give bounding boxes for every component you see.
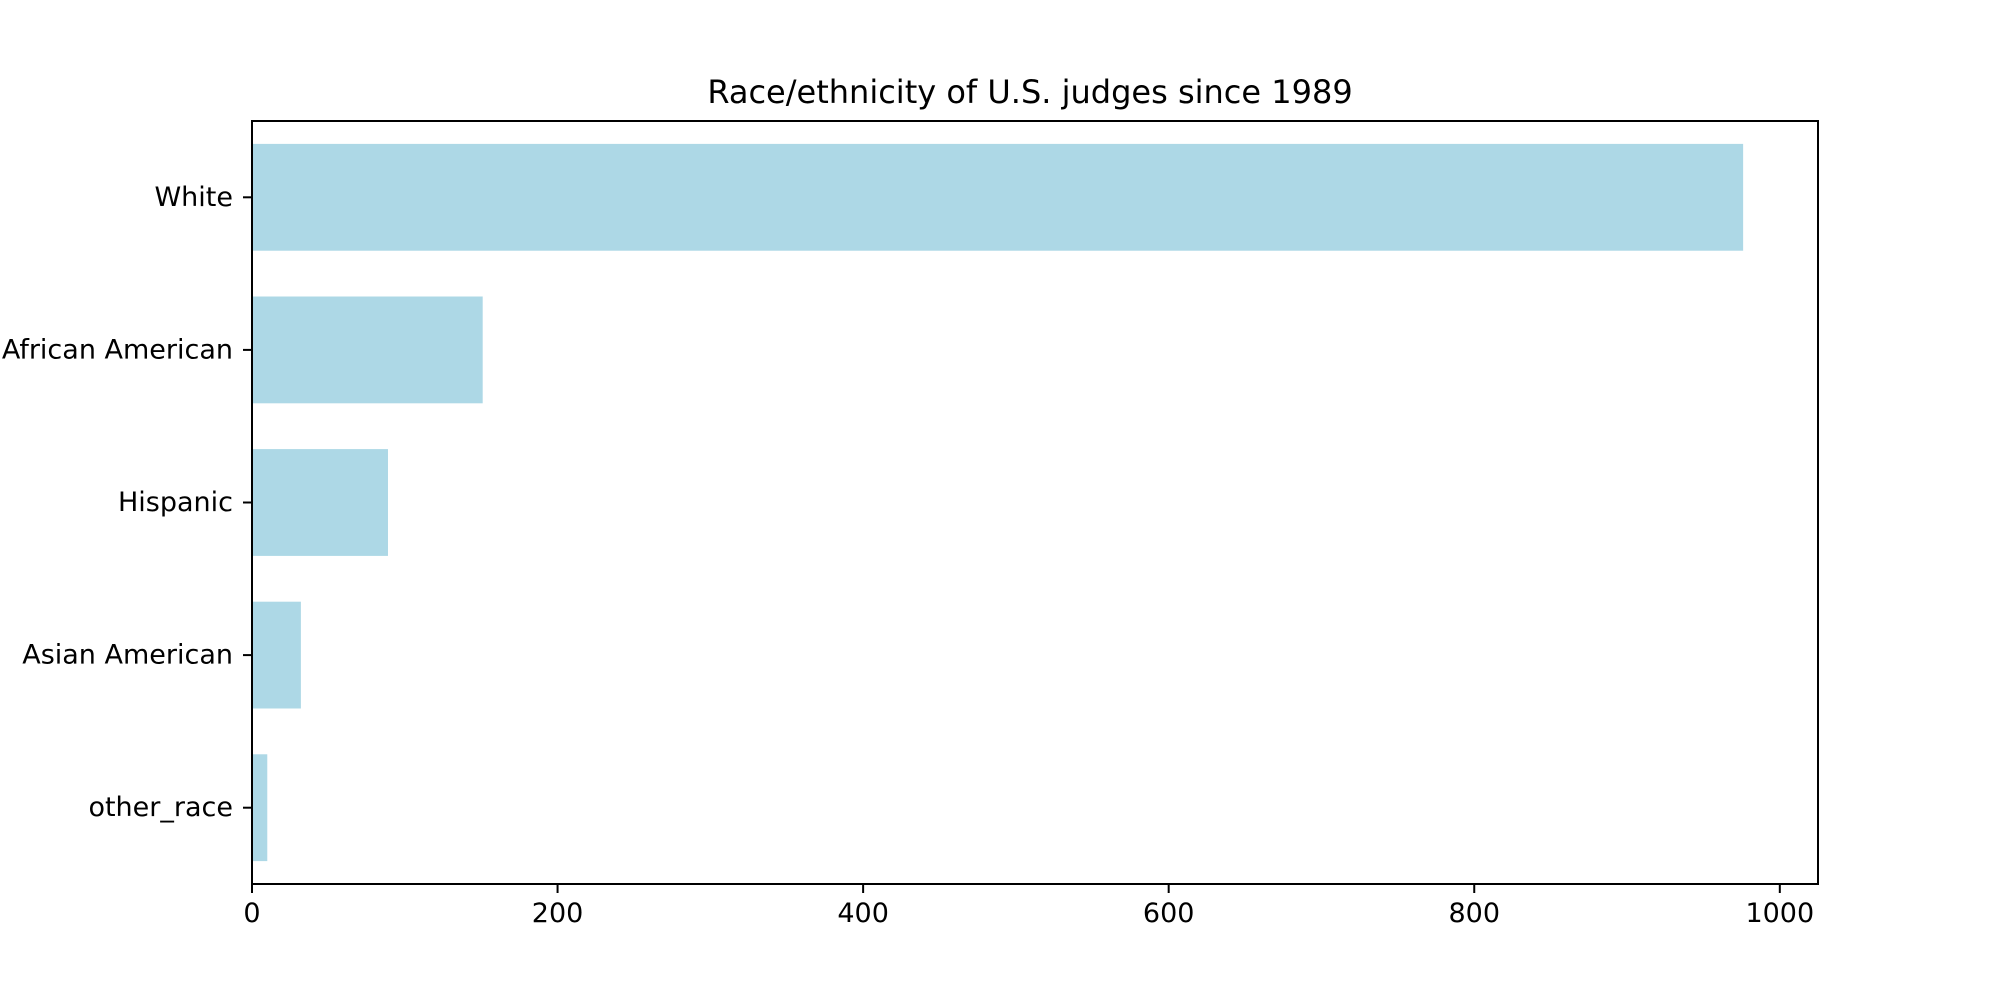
plot-frame	[251, 120, 1819, 885]
x-tick-label: 0	[243, 898, 260, 929]
x-axis: 0 200 400 600 800 1000	[243, 884, 1814, 929]
bar-other-race	[252, 754, 268, 862]
y-tick-label: African American	[2, 334, 233, 365]
y-tick-label: Hispanic	[118, 487, 233, 518]
x-tick-label: 600	[1143, 898, 1195, 929]
x-tick-label: 400	[837, 898, 889, 929]
x-tick-label: 200	[532, 898, 584, 929]
bar-hispanic	[252, 449, 388, 556]
chart-title: Race/ethnicity of U.S. judges since 1989	[707, 73, 1352, 111]
x-tick-label: 1000	[1745, 898, 1814, 929]
y-axis: White African American Hispanic Asian Ameri…	[2, 182, 252, 823]
bars-group	[252, 143, 1744, 862]
y-tick-label: White	[154, 182, 233, 213]
y-tick-label: other_race	[88, 792, 233, 823]
bar-african-american	[252, 296, 483, 404]
y-tick-label: Asian American	[22, 640, 233, 671]
x-tick-label: 800	[1448, 898, 1500, 929]
bar-asian-american	[252, 601, 301, 709]
bar-white	[252, 143, 1744, 251]
